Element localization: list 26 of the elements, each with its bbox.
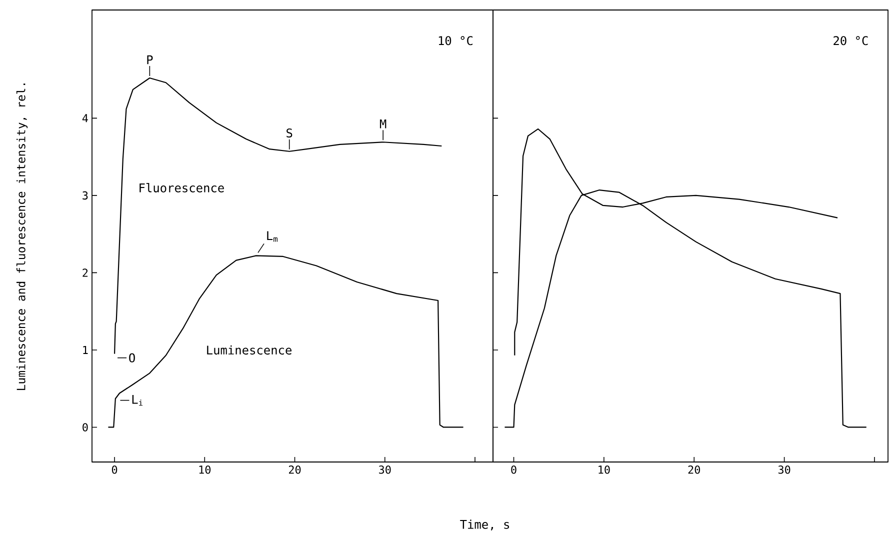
x-axis-title: Time, s — [460, 520, 510, 530]
x-tick-label: 10 — [199, 466, 211, 474]
annotation: M — [380, 120, 386, 128]
line-series — [108, 255, 464, 428]
annotation: L$_{m}$ — [267, 231, 278, 242]
annotation: L$_{i}$ — [132, 394, 143, 406]
x-tick-label: 20 — [288, 466, 301, 474]
y-tick-label: 0 — [82, 423, 88, 432]
annotation: S — [286, 128, 292, 138]
x-tick-label: 10 — [598, 466, 610, 474]
x-tick-label: 20 — [688, 466, 700, 474]
x-tick-label: 0 — [511, 466, 516, 474]
annotation: P — [147, 55, 153, 64]
annotation: O — [129, 353, 135, 362]
text: 20 °C — [834, 36, 868, 46]
x-tick-label: 30 — [379, 466, 391, 474]
x-tick-label: 0 — [112, 466, 118, 474]
y-tick-label: 1 — [83, 346, 88, 354]
x-tick-label: 30 — [778, 466, 790, 474]
series-label: Fluorescence — [140, 183, 224, 192]
y-axis-title: Luminescence and fluorescence intensity, rel. — [16, 84, 28, 390]
y-tick-label: 3 — [82, 191, 88, 200]
text: 10 °C — [438, 36, 473, 46]
y-tick-label: 4 — [82, 114, 88, 122]
text: Luminescence — [207, 345, 292, 355]
y-tick-label: 2 — [82, 268, 88, 277]
